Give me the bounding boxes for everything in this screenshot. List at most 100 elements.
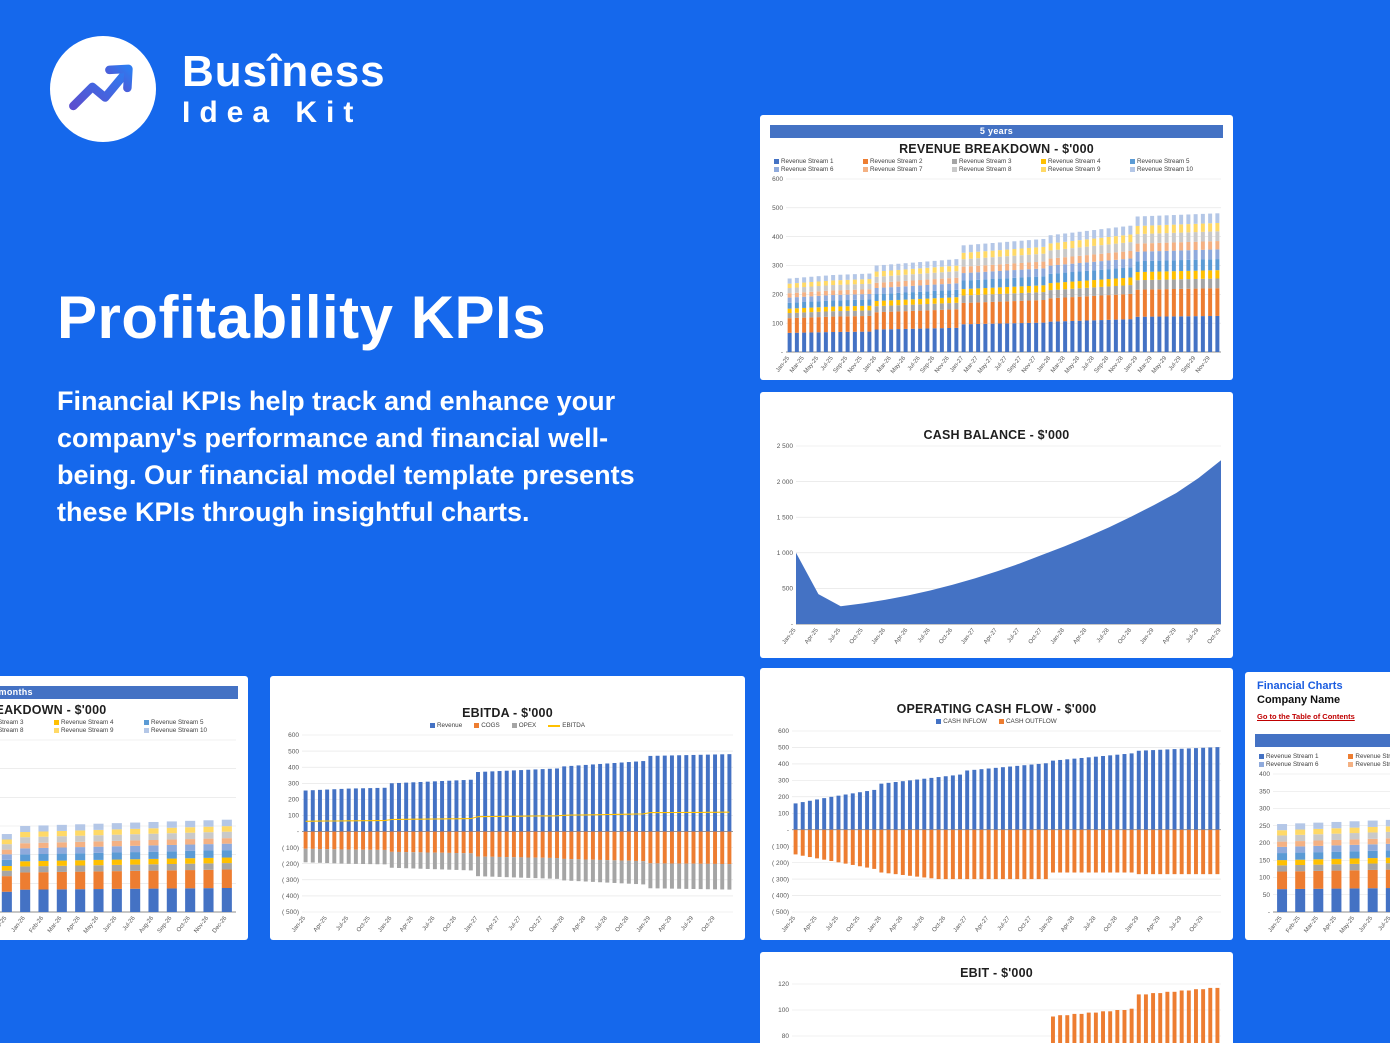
chart-legend-ebitda: Revenue COGS OPEX EBITDA — [270, 720, 745, 731]
svg-text:Jan-25: Jan-25 — [781, 915, 797, 934]
svg-text:300: 300 — [772, 263, 783, 270]
svg-text:Oct-29: Oct-29 — [1207, 627, 1223, 645]
svg-text:Jul-26: Jul-26 — [911, 915, 926, 932]
svg-text:( 500): ( 500) — [282, 909, 299, 916]
svg-text:Apr-29: Apr-29 — [1146, 915, 1162, 933]
svg-text:Apr-25: Apr-25 — [804, 627, 820, 645]
svg-text:Apr-26: Apr-26 — [894, 627, 910, 645]
financial-charts-heading: Financial Charts — [1257, 680, 1343, 692]
svg-text:200: 200 — [288, 797, 299, 804]
svg-text:Oct-26: Oct-26 — [442, 915, 458, 933]
svg-text:350: 350 — [1259, 788, 1270, 795]
svg-text:50: 50 — [1263, 892, 1271, 899]
svg-text:Feb-25: Feb-25 — [1285, 915, 1302, 934]
svg-text:Apr-25: Apr-25 — [1322, 915, 1338, 933]
legend-item: CASH INFLOW — [936, 718, 987, 725]
svg-text:500: 500 — [782, 586, 793, 593]
svg-text:Oct-25: Oct-25 — [356, 915, 372, 933]
svg-text:Nov-28: Nov-28 — [1108, 355, 1125, 374]
svg-text:-: - — [1268, 909, 1270, 916]
legend-item: Revenue Stream 3 — [952, 158, 1041, 165]
svg-text:Sep-26: Sep-26 — [157, 915, 174, 934]
svg-text:500: 500 — [772, 205, 783, 212]
brand-name-line2: Idea Kit — [182, 96, 363, 129]
svg-text:100: 100 — [772, 320, 783, 327]
svg-text:Jun-25: Jun-25 — [1358, 915, 1374, 934]
svg-text:Apr-27: Apr-27 — [485, 915, 501, 933]
svg-text:300: 300 — [778, 778, 789, 785]
period-badge-side — [1255, 734, 1390, 747]
svg-text:Apr-28: Apr-28 — [1060, 915, 1076, 933]
svg-text:Apr-29: Apr-29 — [1162, 627, 1178, 645]
svg-text:Jun-26: Jun-26 — [102, 915, 118, 934]
svg-text:Jul-26: Jul-26 — [122, 915, 137, 932]
legend-item: CASH OUTFLOW — [999, 718, 1057, 725]
svg-text:400: 400 — [288, 764, 299, 771]
svg-text:Jan-25: Jan-25 — [1268, 915, 1284, 934]
legend-item: OPEX — [511, 722, 536, 729]
legend-item: Revenue Stream 1 — [774, 158, 863, 165]
svg-text:May-25: May-25 — [803, 355, 820, 375]
svg-text:May-29: May-29 — [1151, 355, 1168, 375]
svg-text:Nov-27: Nov-27 — [1021, 355, 1038, 374]
svg-text:Apr-26: Apr-26 — [66, 915, 82, 933]
svg-text:Jul-25: Jul-25 — [1378, 915, 1390, 932]
svg-text:Oct-27: Oct-27 — [1028, 627, 1044, 645]
svg-text:-: - — [781, 349, 783, 356]
svg-text:Oct-26: Oct-26 — [176, 915, 192, 933]
cash-balance-chart: 2 500 2 000 1 500 1 000 500 - Jan-25 Apr-25 Jul-… — [762, 442, 1229, 656]
svg-text:400: 400 — [1259, 771, 1270, 778]
svg-text:May-28: May-28 — [1064, 355, 1081, 375]
svg-text:Apr-25: Apr-25 — [313, 915, 329, 933]
svg-text:May-26: May-26 — [890, 355, 907, 375]
svg-text:100: 100 — [1259, 875, 1270, 882]
svg-text:Jan-28: Jan-28 — [550, 915, 566, 934]
legend-item: Revenue Stream 7 — [1348, 761, 1390, 768]
panel-financial-charts: Financial Charts Company Name Go to the … — [1245, 672, 1390, 940]
svg-text:Apr-28: Apr-28 — [571, 915, 587, 933]
table-of-contents-link[interactable]: Go to the Table of Contents — [1257, 712, 1355, 721]
operating-cash-flow-chart: 600 500 400 300 200 100 - ( 100) ( 200) ( 300) ( 4… — [762, 727, 1229, 938]
svg-text:200: 200 — [772, 292, 783, 299]
chart-legend-cash-flow: CASH INFLOW CASH OUTFLOW — [760, 716, 1233, 727]
svg-text:Nov-26: Nov-26 — [934, 355, 951, 374]
svg-text:-: - — [787, 827, 789, 834]
svg-text:2 500: 2 500 — [777, 443, 794, 450]
svg-text:Jan-26: Jan-26 — [871, 627, 887, 646]
svg-text:Dec-25: Dec-25 — [0, 915, 9, 934]
legend-item: Revenue Stream 4 — [54, 719, 144, 726]
svg-text:200: 200 — [1259, 840, 1270, 847]
trend-arrow-icon — [50, 36, 156, 142]
svg-text:Jan-27: Jan-27 — [953, 915, 969, 934]
svg-text:Feb-26: Feb-26 — [29, 915, 46, 934]
svg-text:Jul-28: Jul-28 — [594, 915, 609, 932]
svg-text:Oct-26: Oct-26 — [938, 627, 954, 645]
svg-text:Apr-27: Apr-27 — [974, 915, 990, 933]
svg-text:100: 100 — [288, 813, 299, 820]
svg-text:Mar-26: Mar-26 — [47, 915, 64, 934]
panel-revenue-breakdown-5y: 5 years REVENUE BREAKDOWN - $'000 Revenu… — [760, 115, 1233, 380]
svg-text:Nov-25: Nov-25 — [847, 355, 864, 374]
legend-item: Revenue Stream 5 — [144, 719, 234, 726]
ebitda-chart: 600 500 400 300 200 100 - ( 100) ( 200) ( 300) ( 4… — [272, 731, 741, 938]
svg-text:100: 100 — [778, 1007, 789, 1014]
svg-text:2 000: 2 000 — [777, 479, 794, 486]
company-name: Company Name — [1257, 694, 1341, 706]
svg-text:600: 600 — [778, 728, 789, 735]
svg-text:80: 80 — [782, 1033, 790, 1040]
svg-text:Jan-26: Jan-26 — [11, 915, 27, 934]
panel-ebitda: EBITDA - $'000 Revenue COGS OPEX EBITDA 600… — [270, 676, 745, 940]
svg-text:Dec-26: Dec-26 — [212, 915, 229, 934]
svg-text:Jan-27: Jan-27 — [960, 627, 976, 646]
svg-text:Jan-29: Jan-29 — [1124, 915, 1140, 934]
svg-text:Apr-26: Apr-26 — [889, 915, 905, 933]
legend-item: Revenue Stream 9 — [54, 727, 144, 734]
period-badge-24-months: 24 months — [0, 686, 238, 699]
svg-text:Jul-29: Jul-29 — [1185, 627, 1200, 644]
svg-text:200: 200 — [778, 794, 789, 801]
svg-text:Apr-25: Apr-25 — [803, 915, 819, 933]
svg-text:( 500): ( 500) — [772, 909, 789, 916]
svg-text:( 300): ( 300) — [772, 876, 789, 883]
